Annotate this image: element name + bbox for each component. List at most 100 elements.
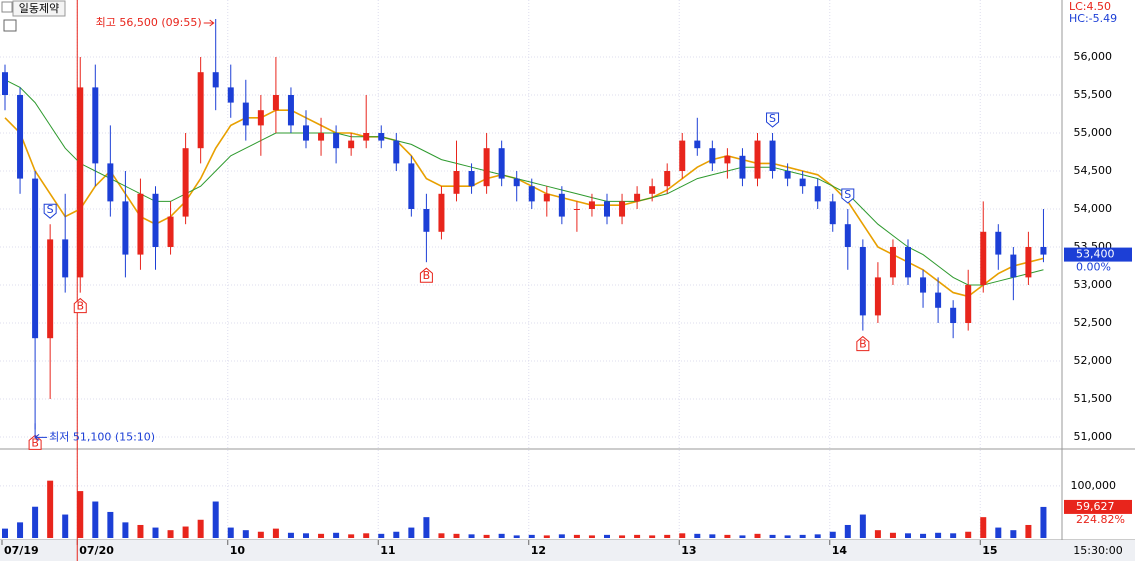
title-box [12,0,66,17]
candle-body [679,140,686,171]
candle-body [227,87,234,103]
candle-body [182,148,189,217]
candle-body [784,170,791,179]
volume-bar [468,534,475,538]
candle-body [799,178,806,187]
candle-body [152,193,159,247]
signal-label: S [47,203,54,216]
x-tick-label: 07/19 [4,544,39,557]
time-axis-bg [0,540,1135,561]
candle-body [844,224,851,247]
y-tick-label: 55,000 [1074,126,1113,139]
ma-line [4,79,1044,286]
volume-bar [318,533,325,538]
volume-ratio-label: 224.82% [1076,513,1125,526]
volume-bar [498,533,505,538]
x-tick-label: 11 [380,544,395,557]
volume-bar [77,491,84,538]
volume-bar [694,533,701,538]
signal-marker [841,188,855,204]
candle-body [393,140,400,164]
volume-bar [152,527,159,538]
candle-body [739,155,746,179]
high-arrow [203,19,215,27]
y-tick-label: 54,500 [1074,164,1113,177]
chart-title: 일동제약 [19,1,59,15]
volume-bar [784,535,791,538]
volume-bar [408,527,415,538]
volume-bar [739,535,746,538]
candle-body [348,140,355,149]
volume-bar [935,532,942,538]
volume-bar [619,535,626,538]
volume-bar [604,534,610,538]
last-price-box [1064,247,1132,262]
candle-body [664,170,671,187]
signal-marker [43,203,57,219]
candle-body [242,102,249,126]
volume-bar [905,533,911,538]
volume-bar [272,528,279,538]
volume-bar [649,535,656,538]
volume-bar [92,501,99,538]
y-tick-label: 51,000 [1074,430,1113,443]
candle-body [333,132,340,149]
y-tick-label: 55,500 [1074,88,1113,101]
signal-marker [73,297,87,314]
candle-body [453,170,460,194]
candle-body [889,246,896,278]
candle-body [769,140,776,171]
candle-body [965,284,972,323]
candle-body [257,110,264,126]
candle-body [829,201,836,225]
candle-body [634,193,641,202]
candle-body [17,94,24,179]
candle-body [754,140,761,179]
candle-body [197,72,204,149]
candle-body [77,87,84,278]
candle-body [558,193,565,217]
change-label: 0.00% [1076,261,1111,274]
hc-label: HC:-5.49 [1069,12,1117,25]
volume-bar [257,531,264,538]
volume-bar [679,533,686,538]
volume-bar [709,534,716,538]
candle-body [2,72,8,95]
volume-bar [62,514,69,538]
last-volume-box [1064,499,1132,514]
v-tick-label: 100,000 [1071,479,1117,492]
candle-body [1010,254,1017,278]
candle-body [483,148,490,187]
signal-label: B [76,300,84,313]
candle-body [438,193,445,232]
signal-label: B [31,436,39,449]
high-annotation: 최고 56,500 (09:55) [96,16,202,29]
candle-body [423,208,430,232]
candle-body [303,125,309,141]
x-tick-label: 15 [982,544,997,557]
candle-body [920,277,927,293]
candle-body [167,216,174,247]
candle-body [378,132,385,141]
volume-bar [513,535,520,538]
candle-body [468,170,475,187]
y-tick-label: 54,000 [1074,202,1113,215]
candle-body [212,72,219,88]
volume-bar [167,530,174,538]
candle-body [1025,246,1032,278]
volume-bar [212,501,219,538]
volume-bar [227,527,234,538]
signal-marker [28,434,42,450]
candle-body [318,132,325,141]
volume-bar [844,524,851,538]
volume-bar [47,480,54,538]
volume-bar [393,531,400,538]
volume-bar [17,522,24,538]
volume-bar [303,533,309,538]
volume-bar [889,532,896,538]
volume-bar [423,517,430,538]
menu-icon[interactable] [1,1,13,13]
signal-label: B [859,338,867,351]
grid-icon[interactable] [3,19,17,32]
volume-bar [287,532,294,538]
